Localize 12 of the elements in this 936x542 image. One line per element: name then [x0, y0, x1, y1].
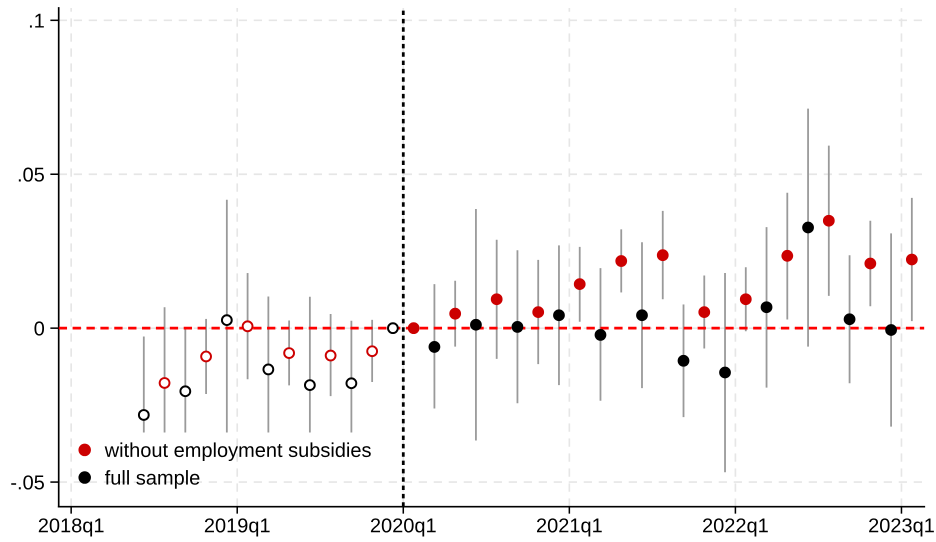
x-tick-label: 2019q1: [204, 518, 270, 536]
y-tick-label: -.05: [11, 475, 44, 490]
y-tick-label: .1: [30, 14, 44, 28]
x-tick-label: 2023q1: [869, 518, 934, 536]
legend-label: full sample: [104, 470, 200, 489]
legend-label: without employment subsidies: [104, 442, 371, 462]
y-tick-label: .05: [18, 168, 44, 182]
x-tick-label: 2022q1: [703, 518, 768, 536]
x-tick-label: 2021q1: [536, 518, 602, 536]
x-tick-label: 2020q1: [370, 518, 436, 536]
x-tick-label: 2018q1: [38, 518, 104, 536]
y-tick-label: 0: [34, 321, 44, 336]
